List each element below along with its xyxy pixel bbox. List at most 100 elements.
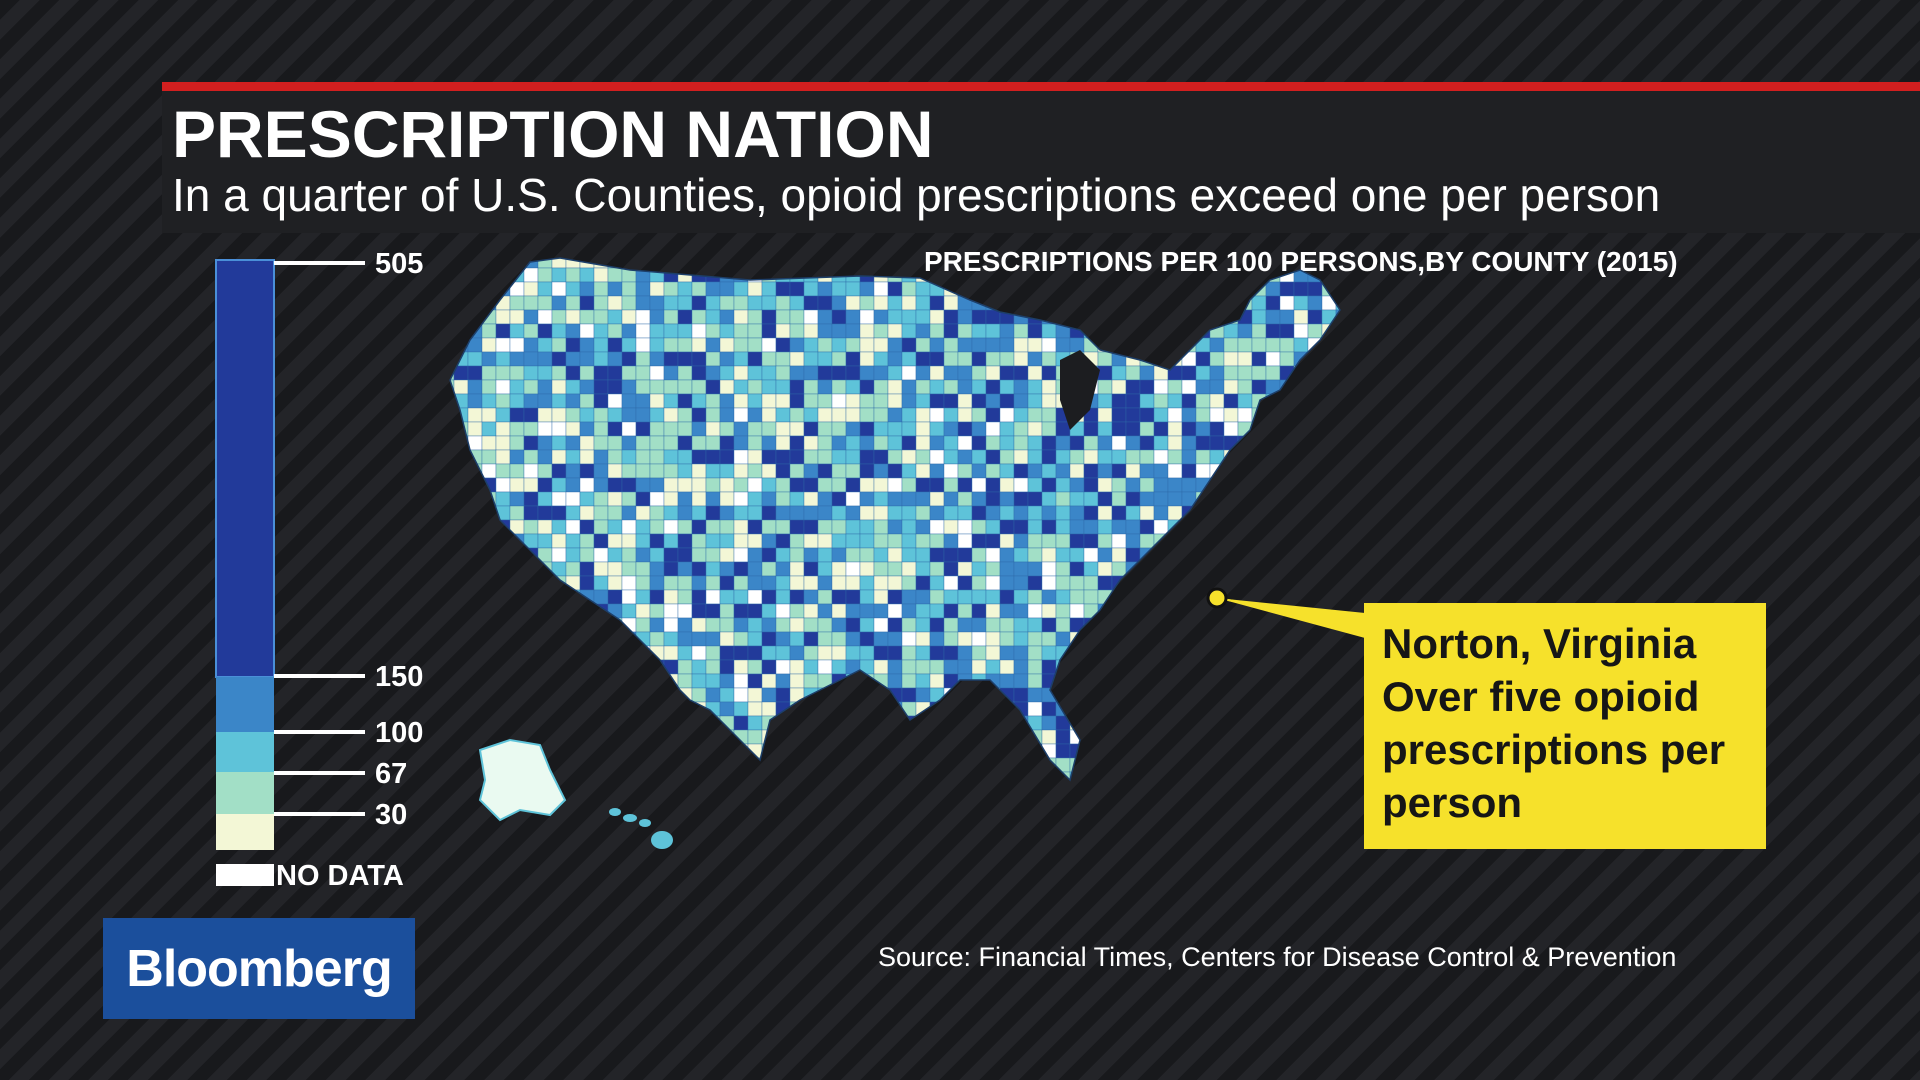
county-tile <box>734 786 748 800</box>
county-tile <box>748 786 762 800</box>
county-tile <box>747 617 763 633</box>
county-tile <box>1125 533 1141 549</box>
county-tile <box>1055 421 1071 437</box>
county-tile <box>450 603 455 619</box>
county-tile <box>1181 267 1197 283</box>
county-tile <box>621 365 637 381</box>
county-tile <box>887 631 903 647</box>
county-tile <box>1069 491 1085 507</box>
county-tile <box>1153 295 1169 311</box>
county-tile <box>971 407 987 423</box>
county-tile <box>915 533 931 549</box>
county-tile <box>594 240 608 254</box>
county-tile <box>1307 631 1323 647</box>
county-tile <box>1293 771 1309 780</box>
county-tile <box>747 771 763 780</box>
county-tile <box>1097 407 1113 423</box>
county-tile <box>565 547 581 563</box>
county-tile <box>859 757 875 773</box>
county-tile <box>1321 673 1337 689</box>
county-tile <box>1097 393 1113 409</box>
county-tile <box>775 477 791 493</box>
county-tile <box>692 240 706 254</box>
county-tile <box>929 351 945 367</box>
county-tile <box>1195 379 1211 395</box>
county-tile <box>1209 281 1225 297</box>
county-tile <box>1307 729 1323 745</box>
county-tile <box>454 240 468 254</box>
county-tile <box>649 258 665 269</box>
county-tile <box>691 463 707 479</box>
county-tile <box>607 463 623 479</box>
county-tile <box>1112 786 1126 800</box>
county-tile <box>1238 240 1252 254</box>
county-tile <box>1069 519 1085 535</box>
county-tile <box>1350 590 1364 604</box>
county-tile <box>663 309 679 325</box>
county-tile <box>1307 421 1323 437</box>
county-tile <box>874 240 888 254</box>
county-tile <box>1237 379 1253 395</box>
county-tile <box>621 505 637 521</box>
county-tile <box>1098 786 1112 800</box>
county-tile <box>551 365 567 381</box>
county-tile <box>1153 645 1169 661</box>
county-tile <box>1321 449 1337 465</box>
county-tile <box>705 295 721 311</box>
county-tile <box>1279 533 1295 549</box>
county-tile <box>649 323 665 339</box>
county-tile <box>677 547 693 563</box>
county-tile <box>523 449 539 465</box>
county-tile <box>1041 771 1057 780</box>
county-tile <box>1069 659 1085 675</box>
county-tile <box>831 337 847 353</box>
county-tile <box>565 729 581 745</box>
county-tile <box>450 533 455 549</box>
county-tile <box>1209 258 1225 269</box>
county-tile <box>1195 743 1211 759</box>
county-tile <box>663 645 679 661</box>
county-tile <box>1097 267 1113 283</box>
county-tile <box>691 589 707 605</box>
county-tile <box>999 771 1015 780</box>
county-tile <box>450 407 455 423</box>
county-tile <box>1125 659 1141 675</box>
county-tile <box>831 323 847 339</box>
county-tile <box>1321 757 1337 773</box>
county-tile <box>1181 743 1197 759</box>
county-tile <box>565 771 581 780</box>
county-tile <box>677 421 693 437</box>
county-tile <box>495 631 511 647</box>
county-tile <box>957 351 973 367</box>
county-tile <box>999 603 1015 619</box>
county-tile <box>635 309 651 325</box>
county-tile <box>1195 449 1211 465</box>
county-tile <box>450 659 455 675</box>
county-tile <box>663 379 679 395</box>
county-tile <box>1167 463 1183 479</box>
county-tile <box>450 547 455 563</box>
county-tile <box>1195 421 1211 437</box>
county-tile <box>1195 631 1211 647</box>
county-tile <box>1335 393 1340 409</box>
county-tile <box>943 435 959 451</box>
county-tile <box>1335 575 1340 591</box>
county-tile <box>649 267 665 283</box>
county-tile <box>523 435 539 451</box>
county-tile <box>691 617 707 633</box>
county-tile <box>1027 533 1043 549</box>
county-tile <box>1237 477 1253 493</box>
county-tile <box>1013 533 1029 549</box>
county-tile <box>1182 240 1196 254</box>
county-tile <box>649 393 665 409</box>
county-tile <box>845 645 861 661</box>
county-tile <box>1237 547 1253 563</box>
county-tile <box>1097 505 1113 521</box>
county-tile <box>537 673 553 689</box>
county-tile <box>1013 449 1029 465</box>
county-tile <box>957 589 973 605</box>
county-tile <box>1223 603 1239 619</box>
county-tile <box>1265 351 1281 367</box>
county-tile <box>929 421 945 437</box>
county-tile <box>1224 240 1238 254</box>
